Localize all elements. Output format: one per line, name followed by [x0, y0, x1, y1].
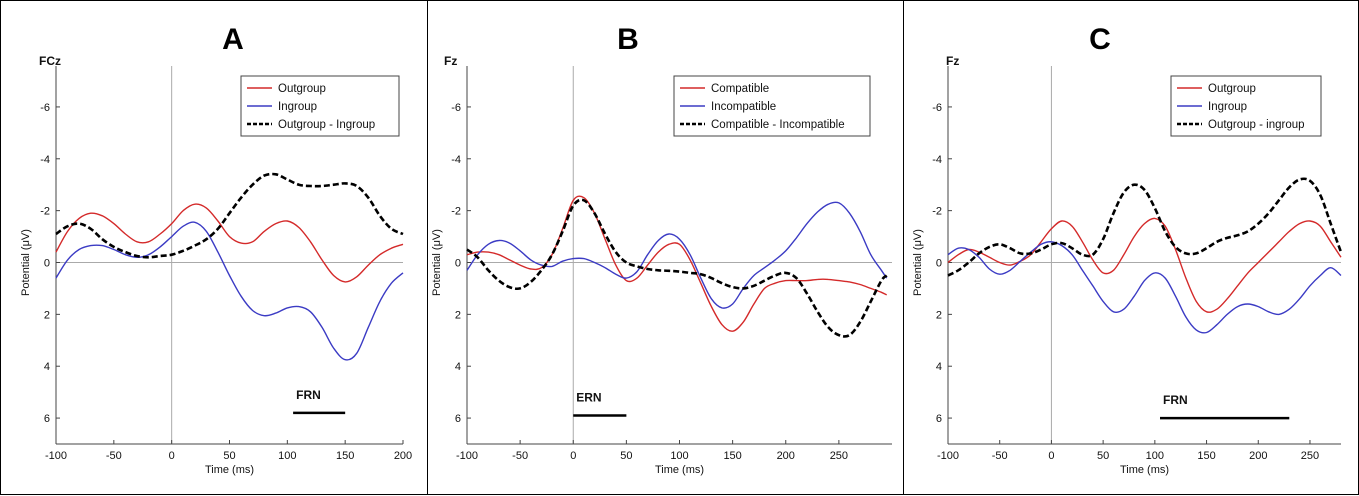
- panel-c-x-tick-label: 150: [1197, 450, 1215, 462]
- panel-a: -6 -4 -2 0 2 4 6 -100 -50 0 50 100 150 200 Time (ms) Po…: [0, 0, 428, 495]
- panel-b-y-tick-label: 0: [455, 258, 461, 270]
- panel-a-chart: -6 -4 -2 0 2 4 6 -100 -50 0 50 100 150 200 Time (ms) Po…: [20, 23, 412, 476]
- panel-c-channel-label: Fz: [946, 54, 959, 68]
- panel-a-x-tick-label: -50: [106, 450, 122, 462]
- panel-a-x-tick-label: -100: [45, 450, 67, 462]
- panel-c-x-tick-label: -100: [937, 450, 959, 462]
- panel-b-y-tick-label: -6: [451, 102, 461, 114]
- panel-c-y-axis-label: Potential (μV): [912, 229, 924, 296]
- panel-b-y-tick-label: 2: [455, 309, 461, 321]
- panel-c-y-tick-label: 0: [936, 258, 942, 270]
- panel-c-y-tick-label: -6: [932, 102, 942, 114]
- panel-a-y-tick-label: 2: [44, 309, 50, 321]
- panel-c-y-tick-label: -2: [932, 206, 942, 218]
- panel-a-x-axis-label: Time (ms): [205, 464, 254, 476]
- panel-a-legend-label-2: Outgroup - Ingroup: [278, 119, 375, 131]
- panel-a-y-tick-label: 0: [44, 258, 50, 270]
- panel-b-y-tick-label: -2: [451, 206, 461, 218]
- panel-b-y-tick-label: 4: [455, 361, 461, 373]
- panel-a-y-tick-label: -6: [40, 102, 50, 114]
- panel-b-letter: B: [617, 23, 639, 56]
- panel-c-y-tick-label: 2: [936, 309, 942, 321]
- panel-a-legend-label-1: Ingroup: [278, 101, 317, 113]
- panel-b-legend-label-1: Incompatible: [711, 101, 776, 113]
- panel-a-legend-label-0: Outgroup: [278, 83, 326, 95]
- panel-c-legend-label-1: Ingroup: [1208, 101, 1247, 113]
- panel-b-x-tick-label: -100: [456, 450, 478, 462]
- panel-a-component-label: FRN: [296, 388, 321, 402]
- panel-a-y-tick-label: 6: [44, 413, 50, 425]
- panel-b-component-label: ERN: [576, 390, 601, 404]
- panel-b-x-axis-label: Time (ms): [655, 464, 704, 476]
- panel-b-channel-label: Fz: [444, 54, 457, 68]
- panel-c-x-tick-label: -50: [992, 450, 1008, 462]
- panel-b-x-tick-label: 150: [723, 450, 741, 462]
- panel-c-y-tick-label: -4: [932, 154, 942, 166]
- panel-b-x-tick-label: 50: [620, 450, 632, 462]
- panel-c-series-0-line: [947, 217, 1342, 313]
- panel-c-x-tick-label: 100: [1146, 450, 1164, 462]
- panel-b-y-tick-label: -4: [451, 154, 461, 166]
- panel-c-x-tick-label: 0: [1048, 450, 1054, 462]
- panel-b-y-tick-label: 6: [455, 413, 461, 425]
- panel-a-y-axis-label: Potential (μV): [20, 229, 32, 296]
- panel-b-series-1-line: [466, 201, 888, 309]
- panel-b-series-2-line: [466, 198, 888, 338]
- panel-c-letter: C: [1089, 23, 1111, 56]
- panel-b-legend-box: [673, 75, 871, 137]
- panel-b-x-tick-label: 0: [570, 450, 576, 462]
- panel-b: -6 -4 -2 0 2 4 6 -100 -50 0 50 100 150 200 250 Time (ms…: [427, 0, 904, 495]
- panel-c-legend-label-2: Outgroup - ingroup: [1208, 119, 1305, 131]
- panel-a-channel-label: FCz: [39, 54, 61, 68]
- panel-a-x-tick-label: 150: [336, 450, 354, 462]
- panel-c-series-2-line: [947, 177, 1343, 277]
- panel-a-y-tick-label: -4: [40, 154, 50, 166]
- panel-c-x-axis-label: Time (ms): [1120, 464, 1169, 476]
- panel-a-series-1-line: [55, 221, 404, 361]
- panel-c-x-tick-label: 50: [1097, 450, 1109, 462]
- panel-c-chart: -6 -4 -2 0 2 4 6 -100 -50 0 50 100 150 200 250 Time (ms…: [912, 23, 1343, 476]
- panel-b-series-0-line: [466, 195, 887, 332]
- panel-a-series-2-line: [55, 172, 404, 259]
- panel-b-y-axis-label: Potential (μV): [431, 229, 443, 296]
- panel-c: -6 -4 -2 0 2 4 6 -100 -50 0 50 100 150 200 250 Time (ms…: [903, 0, 1359, 495]
- panel-b-x-tick-label: -50: [512, 450, 528, 462]
- panel-c-y-tick-label: 4: [936, 361, 942, 373]
- panel-c-series-1-line: [947, 241, 1342, 334]
- panel-b-x-tick-label: 200: [777, 450, 795, 462]
- panel-b-x-tick-label: 250: [830, 450, 848, 462]
- panel-c-y-tick-label: 6: [936, 413, 942, 425]
- panel-a-series-0-line: [55, 203, 404, 283]
- panel-c-component-label: FRN: [1163, 393, 1188, 407]
- panel-a-x-tick-label: 0: [169, 450, 175, 462]
- panel-a-y-tick-label: 4: [44, 361, 50, 373]
- panel-a-x-tick-label: 50: [223, 450, 235, 462]
- panel-a-x-tick-label: 100: [278, 450, 296, 462]
- panel-b-x-tick-label: 100: [670, 450, 688, 462]
- panel-c-x-tick-label: 250: [1301, 450, 1319, 462]
- panel-a-x-tick-label: 200: [394, 450, 412, 462]
- panel-c-x-tick-label: 200: [1249, 450, 1267, 462]
- panel-a-letter: A: [222, 23, 244, 56]
- panel-a-y-tick-label: -2: [40, 206, 50, 218]
- panel-b-legend-label-0: Compatible: [711, 83, 769, 95]
- panel-b-chart: -6 -4 -2 0 2 4 6 -100 -50 0 50 100 150 200 250 Time (ms…: [431, 23, 892, 476]
- panel-c-legend-label-0: Outgroup: [1208, 83, 1256, 95]
- panel-b-legend-label-2: Compatible - Incompatible: [711, 119, 845, 131]
